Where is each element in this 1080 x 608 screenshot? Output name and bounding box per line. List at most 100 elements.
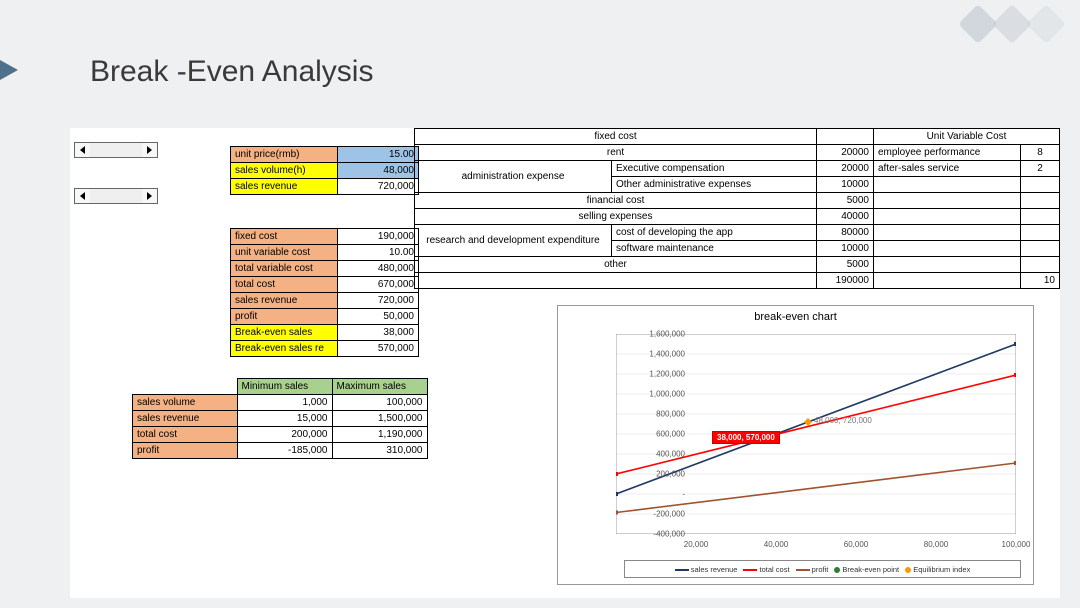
value: 720,000: [338, 179, 419, 195]
label: sales revenue: [133, 411, 238, 427]
value: 1,500,000: [332, 411, 427, 427]
legend-item: profit: [796, 565, 829, 574]
value: 15,000: [237, 411, 332, 427]
x-axis-label: 20,000: [684, 540, 708, 549]
label: administration expense: [415, 161, 612, 193]
x-axis-label: 100,000: [1002, 540, 1031, 549]
chart-callout: 38,000, 570,000: [712, 431, 780, 444]
value: 1,190,000: [332, 427, 427, 443]
label: rent: [415, 145, 817, 161]
spinner-unit-price[interactable]: [74, 142, 158, 158]
chart-legend: sales revenue total cost profit Break-ev…: [624, 560, 1021, 578]
y-axis-label: 1,200,000: [635, 370, 685, 379]
value: 10000: [817, 177, 874, 193]
header: Minimum sales: [237, 379, 332, 395]
value: -185,000: [237, 443, 332, 459]
label: total cost: [133, 427, 238, 443]
spinner-right-icon[interactable]: [142, 189, 157, 203]
label: sales volume(h): [231, 163, 338, 179]
label: profit: [133, 443, 238, 459]
legend-item: Break-even point: [834, 565, 899, 574]
value[interactable]: 15.00: [338, 147, 419, 163]
legend-item: total cost: [743, 565, 789, 574]
y-axis-label: 1,400,000: [635, 350, 685, 359]
cost-breakdown-table: fixed cost Unit Variable Cost rent 20000…: [414, 128, 1060, 289]
value: 38,000: [338, 325, 419, 341]
value: 570,000: [338, 341, 419, 357]
spinner-left-icon[interactable]: [75, 143, 90, 157]
y-axis-label: -400,000: [635, 530, 685, 539]
label: sales volume: [133, 395, 238, 411]
value: 310,000: [332, 443, 427, 459]
value: 20000: [817, 161, 874, 177]
label: total variable cost: [231, 261, 338, 277]
y-axis-label: 800,000: [635, 410, 685, 419]
value: 190,000: [338, 229, 419, 245]
label: total cost: [231, 277, 338, 293]
label: cost of developing the app: [612, 225, 817, 241]
value: 190000: [817, 273, 874, 289]
value: 20000: [817, 145, 874, 161]
y-axis-label: 200,000: [635, 470, 685, 479]
decor-squares: [964, 10, 1060, 38]
value: 720,000: [338, 293, 419, 309]
value: 50,000: [338, 309, 419, 325]
value[interactable]: 48,000: [338, 163, 419, 179]
value: 10.00: [338, 245, 419, 261]
header: Unit Variable Cost: [874, 129, 1060, 145]
label: unit variable cost: [231, 245, 338, 261]
label: other: [415, 257, 817, 273]
value: 480,000: [338, 261, 419, 277]
value: 10: [1021, 273, 1060, 289]
header: fixed cost: [415, 129, 817, 145]
label: after-sales service: [874, 161, 1021, 177]
value: 100,000: [332, 395, 427, 411]
value: 1,000: [237, 395, 332, 411]
value: 8: [1021, 145, 1060, 161]
label: profit: [231, 309, 338, 325]
chart-callout: 48,000, 720,000: [814, 416, 872, 425]
label: sales revenue: [231, 293, 338, 309]
label: financial cost: [415, 193, 817, 209]
y-axis-label: 1,000,000: [635, 390, 685, 399]
slide: Break -Even Analysis unit price(rmb) 15.…: [0, 0, 1080, 608]
y-axis-label: 400,000: [635, 450, 685, 459]
y-axis-label: 1,600,000: [635, 330, 685, 339]
y-axis-label: 600,000: [635, 430, 685, 439]
label: sales revenue: [231, 179, 338, 195]
value: 40000: [817, 209, 874, 225]
legend-item: sales revenue: [675, 565, 738, 574]
value: 5000: [817, 193, 874, 209]
label: Break-even sales: [231, 325, 338, 341]
label: research and development expenditure: [415, 225, 612, 257]
chart-title: break-even chart: [558, 311, 1033, 323]
x-axis-label: 60,000: [844, 540, 868, 549]
label: fixed cost: [231, 229, 338, 245]
value: 200,000: [237, 427, 332, 443]
value: 10000: [817, 241, 874, 257]
x-axis-label: 40,000: [764, 540, 788, 549]
y-axis-label: -: [635, 490, 685, 499]
decor-chevron: [0, 60, 18, 80]
label: Executive compensation: [612, 161, 817, 177]
break-even-chart: break-even chart -400,000-200,000-200,00…: [557, 305, 1034, 585]
value: 2: [1021, 161, 1060, 177]
label: Break-even sales re: [231, 341, 338, 357]
worksheet: unit price(rmb) 15.00 sales volume(h) 48…: [70, 128, 1060, 598]
label: Other administrative expenses: [612, 177, 817, 193]
y-axis-label: -200,000: [635, 510, 685, 519]
page-title: Break -Even Analysis: [90, 55, 373, 89]
label: software maintenance: [612, 241, 817, 257]
spinner-right-icon[interactable]: [142, 143, 157, 157]
summary-table: fixed cost190,000 unit variable cost10.0…: [230, 228, 419, 357]
label: unit price(rmb): [231, 147, 338, 163]
value: 5000: [817, 257, 874, 273]
spinner-left-icon[interactable]: [75, 189, 90, 203]
range-table: Minimum salesMaximum sales sales volume1…: [132, 378, 428, 459]
inputs-table: unit price(rmb) 15.00 sales volume(h) 48…: [230, 146, 419, 195]
spinner-sales-volume[interactable]: [74, 188, 158, 204]
label: employee performance: [874, 145, 1021, 161]
value: 80000: [817, 225, 874, 241]
x-axis-label: 80,000: [924, 540, 948, 549]
header: Maximum sales: [332, 379, 427, 395]
